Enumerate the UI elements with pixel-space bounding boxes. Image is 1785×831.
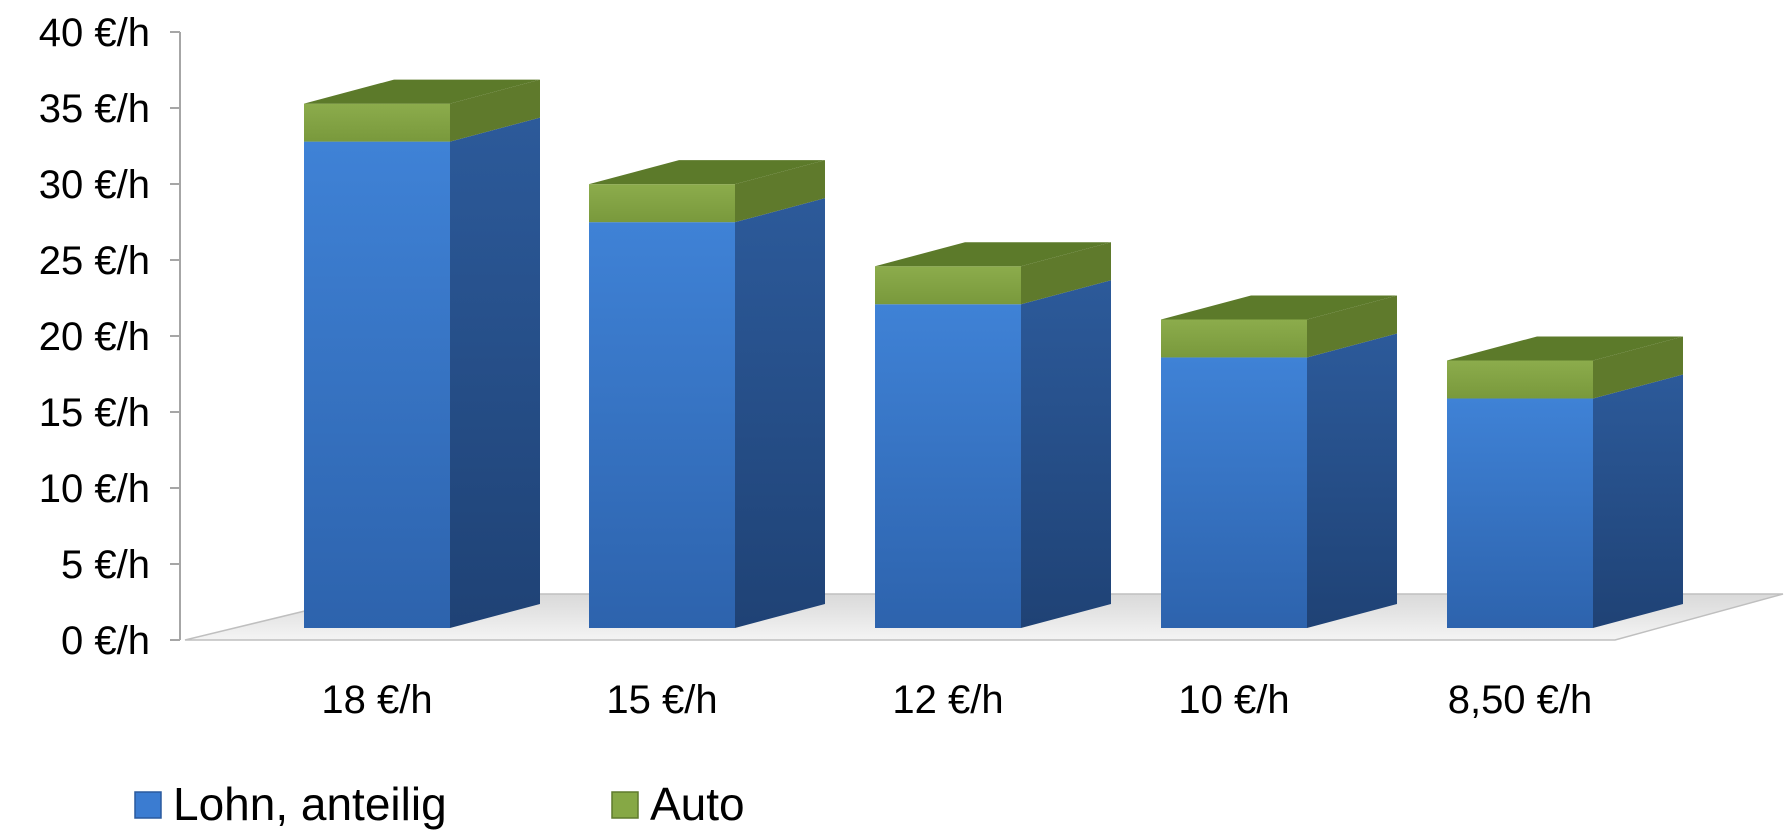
- x-tick-label: 10 €/h: [1178, 678, 1289, 722]
- legend-swatch-auto: [611, 791, 639, 819]
- bar-segment: [1161, 319, 1307, 358]
- bar-segment-side: [1307, 295, 1397, 358]
- bar-segment-top: [875, 242, 1111, 267]
- y-tick-label: 15 €/h: [39, 391, 150, 435]
- bar-segment: [1161, 357, 1307, 628]
- bar-segment-side: [450, 117, 540, 628]
- y-tick-label: 0 €/h: [61, 619, 150, 663]
- bar-segment-top: [1161, 295, 1397, 320]
- bar-segment-side: [735, 198, 825, 628]
- legend-label: Auto: [650, 778, 745, 830]
- bar-group: [1161, 295, 1397, 628]
- y-tick-label: 10 €/h: [39, 467, 150, 511]
- bar-segment: [589, 184, 735, 223]
- bar-group: [589, 160, 825, 628]
- bar-segment: [1447, 398, 1593, 628]
- x-tick-label: 18 €/h: [321, 678, 432, 722]
- legend-label: Lohn, anteilig: [173, 778, 447, 830]
- x-tick-label: 12 €/h: [892, 678, 1003, 722]
- bar-segment-top: [589, 160, 825, 185]
- bar-segment: [589, 222, 735, 628]
- x-tick-label: 15 €/h: [606, 678, 717, 722]
- bar-segment-side: [1593, 336, 1683, 399]
- bar-segment-top: [304, 79, 540, 104]
- legend-swatch-lohn: [134, 791, 162, 819]
- y-tick-label: 35 €/h: [39, 87, 150, 131]
- bar-segment-side: [450, 79, 540, 142]
- bar-segment: [304, 141, 450, 628]
- bar-segment-side: [1593, 374, 1683, 628]
- bar-segment: [875, 266, 1021, 305]
- bar-group: [304, 79, 540, 628]
- y-tick-label: 30 €/h: [39, 163, 150, 207]
- bar-group: [875, 242, 1111, 628]
- bar-segment-side: [1307, 333, 1397, 628]
- bar-segment: [1447, 360, 1593, 399]
- bar-segment-top: [1447, 336, 1683, 361]
- y-tick-label: 40 €/h: [39, 11, 150, 55]
- bar-group: [1447, 336, 1683, 628]
- y-tick-label: 20 €/h: [39, 315, 150, 359]
- x-tick-label: 8,50 €/h: [1448, 678, 1593, 722]
- bar-segment: [875, 304, 1021, 628]
- bar-segment-side: [1021, 280, 1111, 628]
- bar-segment-side: [1021, 242, 1111, 305]
- bar-segment-side: [735, 160, 825, 223]
- y-tick-label: 25 €/h: [39, 239, 150, 283]
- y-tick-label: 5 €/h: [61, 543, 150, 587]
- bar-segment: [304, 103, 450, 142]
